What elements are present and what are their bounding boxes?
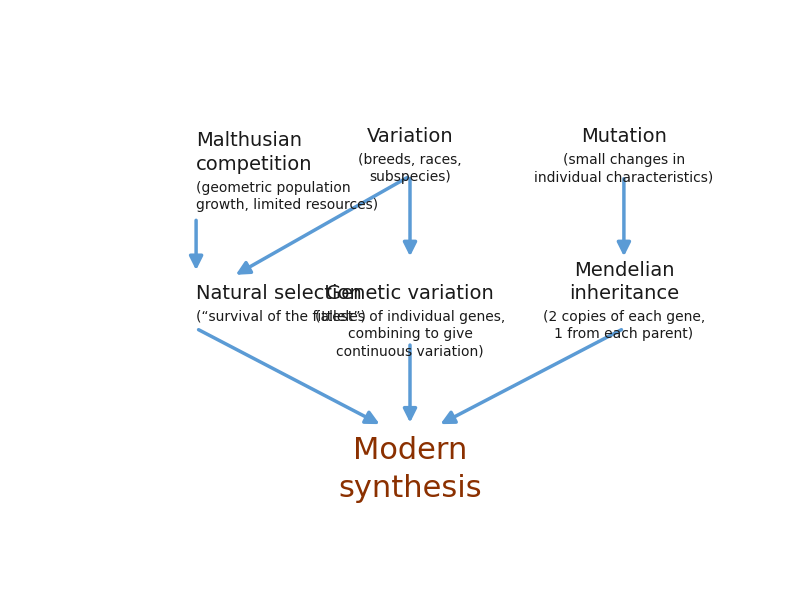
Text: Mendelian
inheritance: Mendelian inheritance: [569, 260, 679, 303]
Text: Genetic variation: Genetic variation: [326, 284, 494, 303]
Text: Mutation: Mutation: [581, 127, 667, 146]
Text: (geometric population
growth, limited resources): (geometric population growth, limited re…: [196, 181, 378, 212]
Text: (small changes in
individual characteristics): (small changes in individual characteris…: [534, 153, 714, 184]
Text: Malthusian
competition: Malthusian competition: [196, 131, 313, 173]
Text: (2 copies of each gene,
1 from each parent): (2 copies of each gene, 1 from each pare…: [542, 310, 705, 341]
Text: Variation: Variation: [366, 127, 454, 146]
Text: Modern
synthesis: Modern synthesis: [338, 436, 482, 503]
Text: (alleles of individual genes,
combining to give
continuous variation): (alleles of individual genes, combining …: [315, 310, 505, 359]
Text: (breeds, races,
subspecies): (breeds, races, subspecies): [358, 153, 462, 184]
Text: (“survival of the fittest”): (“survival of the fittest”): [196, 310, 366, 324]
Text: Natural selection: Natural selection: [196, 284, 362, 303]
